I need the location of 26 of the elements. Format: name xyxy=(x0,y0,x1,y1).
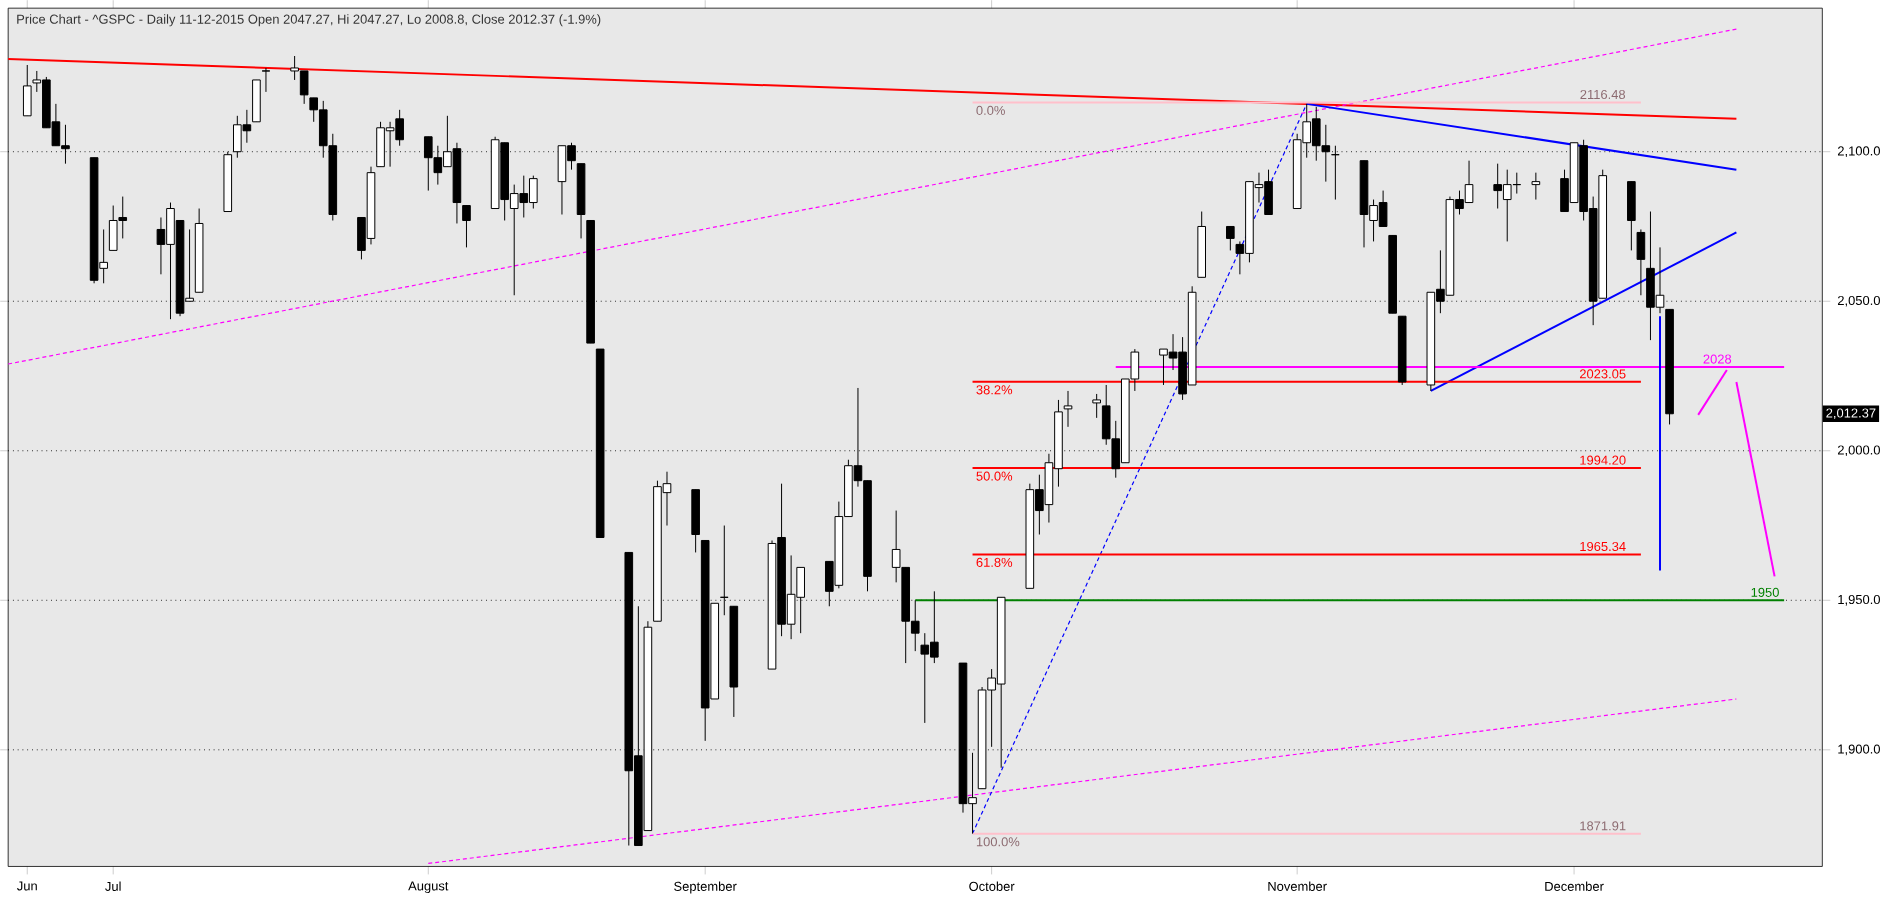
x-tick-label: November xyxy=(1268,881,1327,891)
chart-title: Price Chart - ^GSPC - Daily 11-12-2015 Open 2047.27, Hi 2047.27, Lo 2008.8, Close 2012.37 (-1.9%) xyxy=(17,14,601,27)
annotation: 100.0% xyxy=(976,837,1020,847)
y-tick-label: 1,900.0 xyxy=(1838,744,1880,756)
annotation: 38.2% xyxy=(976,385,1013,395)
y-tick-label: 2,000.0 xyxy=(1837,445,1880,457)
x-tick-label: Jun xyxy=(17,881,37,891)
annotation: 61.8% xyxy=(976,557,1013,567)
annotation: 2116.48 xyxy=(1580,89,1626,99)
x-tick-label: August xyxy=(408,881,449,893)
annotation: 1994.20 xyxy=(1580,455,1626,465)
text: 2,012.37 xyxy=(1826,408,1876,420)
annotation: 1965.34 xyxy=(1580,541,1626,551)
y-tick-label: 2,100.0 xyxy=(1837,146,1880,157)
annotation: 2028 xyxy=(1703,354,1732,364)
y-tick-label: 2,050.0 xyxy=(1837,295,1880,307)
annotation: 1871.91 xyxy=(1580,821,1626,831)
y-tick-label: 1,950.0 xyxy=(1838,594,1880,606)
x-tick-label: October xyxy=(969,881,1015,891)
annotation: 50.0% xyxy=(976,471,1013,481)
annotation: 0.0% xyxy=(976,105,1005,115)
annotation: 2023.05 xyxy=(1579,369,1626,379)
x-tick-label: December xyxy=(1545,881,1604,891)
annotation: 1950 xyxy=(1751,587,1779,597)
x-tick-label: Jul xyxy=(105,881,121,891)
x-tick-label: September xyxy=(674,881,737,894)
